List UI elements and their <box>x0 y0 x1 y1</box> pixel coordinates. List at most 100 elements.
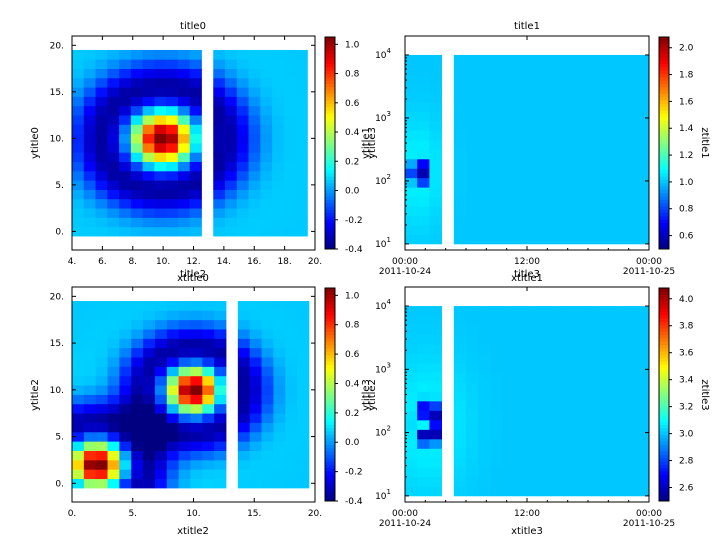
colorbar-tick-label: 2.8 <box>679 457 694 467</box>
heatmap-cell <box>453 381 467 392</box>
heatmap-cell <box>466 54 479 65</box>
x-tick-label: 6. <box>98 257 107 267</box>
colorbar-tick-label: 4.0 <box>679 295 694 305</box>
heatmap-cell <box>429 362 442 373</box>
heatmap-cell <box>636 234 650 245</box>
heatmap-cell <box>119 96 132 107</box>
heatmap-cell <box>297 422 310 433</box>
heatmap-cell <box>417 196 430 207</box>
heatmap-cell <box>453 306 467 316</box>
heatmap-cell <box>600 400 613 411</box>
heatmap-cell <box>260 170 273 181</box>
panel-0-y-axis-label: ytitle0 <box>30 127 41 159</box>
heatmap-cell <box>83 385 97 395</box>
heatmap-cell <box>189 143 202 153</box>
heatmap-cell <box>466 83 479 94</box>
colorbar-band <box>659 129 669 134</box>
heatmap-cell <box>466 158 479 169</box>
heatmap-cell <box>107 431 120 442</box>
heatmap-cell <box>142 77 155 88</box>
heatmap-cell <box>295 161 308 172</box>
heatmap-cell <box>142 180 155 190</box>
heatmap-cell <box>72 115 85 125</box>
heatmap-cell <box>261 403 274 414</box>
heatmap-cell <box>95 49 108 60</box>
colorbar-band <box>325 454 335 459</box>
heatmap-cell <box>636 334 650 345</box>
heatmap-cell <box>636 325 650 335</box>
heatmap-cell <box>539 139 552 150</box>
heatmap-cell <box>285 431 298 442</box>
heatmap-cell <box>478 215 491 226</box>
colorbar-band <box>325 43 335 48</box>
colorbar-band <box>325 40 335 45</box>
heatmap-cell <box>295 49 308 60</box>
heatmap-cell <box>189 68 202 79</box>
heatmap-cell <box>429 130 442 141</box>
heatmap-cell <box>237 394 251 405</box>
heatmap-cell <box>563 381 577 392</box>
heatmap-cell <box>466 149 479 160</box>
heatmap-cell <box>612 391 625 402</box>
heatmap-cell <box>588 325 601 335</box>
colorbar-band <box>659 457 669 462</box>
heatmap-cell <box>214 347 227 358</box>
heatmap-cell <box>636 92 650 103</box>
heatmap-cell <box>261 319 274 330</box>
heatmap-cell <box>236 170 249 181</box>
heatmap-cell <box>417 215 430 226</box>
heatmap-cell <box>154 49 167 60</box>
heatmap-cell <box>466 381 479 392</box>
heatmap-cell <box>624 448 638 459</box>
heatmap-cell <box>213 180 226 190</box>
colorbar-band <box>325 327 335 332</box>
heatmap-cell <box>417 362 430 373</box>
heatmap-cell <box>636 73 650 84</box>
heatmap-cell <box>490 448 503 459</box>
panel-0-x-ticks: 4. 6. 8. 10. 12. 14. 16. 18. 20. <box>68 36 322 267</box>
heatmap-cell <box>600 225 613 235</box>
heatmap-cell <box>119 170 132 181</box>
heatmap-cell <box>417 448 430 459</box>
heatmap-cell <box>563 111 577 122</box>
heatmap-cell <box>83 133 96 144</box>
heatmap-cell <box>154 469 168 480</box>
heatmap-cell <box>563 306 577 316</box>
heatmap-cell <box>177 77 191 88</box>
heatmap-cell <box>295 96 308 107</box>
colorbar-band <box>659 242 669 247</box>
heatmap-cell <box>237 338 251 349</box>
heatmap-cell <box>429 334 442 345</box>
heatmap-cell <box>273 310 286 321</box>
heatmap-cell <box>405 400 418 411</box>
heatmap-cell <box>575 73 589 84</box>
heatmap-cell <box>236 59 249 69</box>
colorbar-band <box>659 212 669 217</box>
heatmap-cell <box>636 438 650 449</box>
y-tick-label: 5. <box>55 433 64 443</box>
heatmap-cell <box>575 225 589 235</box>
heatmap-cell <box>248 198 261 209</box>
heatmap-cell <box>285 469 298 480</box>
heatmap-cell <box>575 438 589 449</box>
heatmap-cell <box>429 149 442 160</box>
heatmap-cell <box>417 139 430 150</box>
heatmap-cell <box>478 467 491 478</box>
colorbar-band <box>659 93 669 98</box>
heatmap-cell <box>154 329 168 339</box>
heatmap-cell <box>563 139 577 150</box>
heatmap-cell <box>417 372 430 383</box>
heatmap-cell <box>177 115 191 125</box>
heatmap-cell <box>130 124 144 135</box>
heatmap-cell <box>600 381 613 392</box>
heatmap-cell <box>636 206 650 216</box>
heatmap-cell <box>478 315 491 326</box>
colorbar-band <box>659 182 669 187</box>
heatmap-cell <box>249 459 262 470</box>
heatmap-cell <box>429 448 442 459</box>
heatmap-cell <box>527 158 540 169</box>
heatmap-cell <box>190 301 203 311</box>
heatmap-cell <box>636 158 650 169</box>
heatmap-cell <box>177 226 191 237</box>
heatmap-cell <box>514 130 528 141</box>
